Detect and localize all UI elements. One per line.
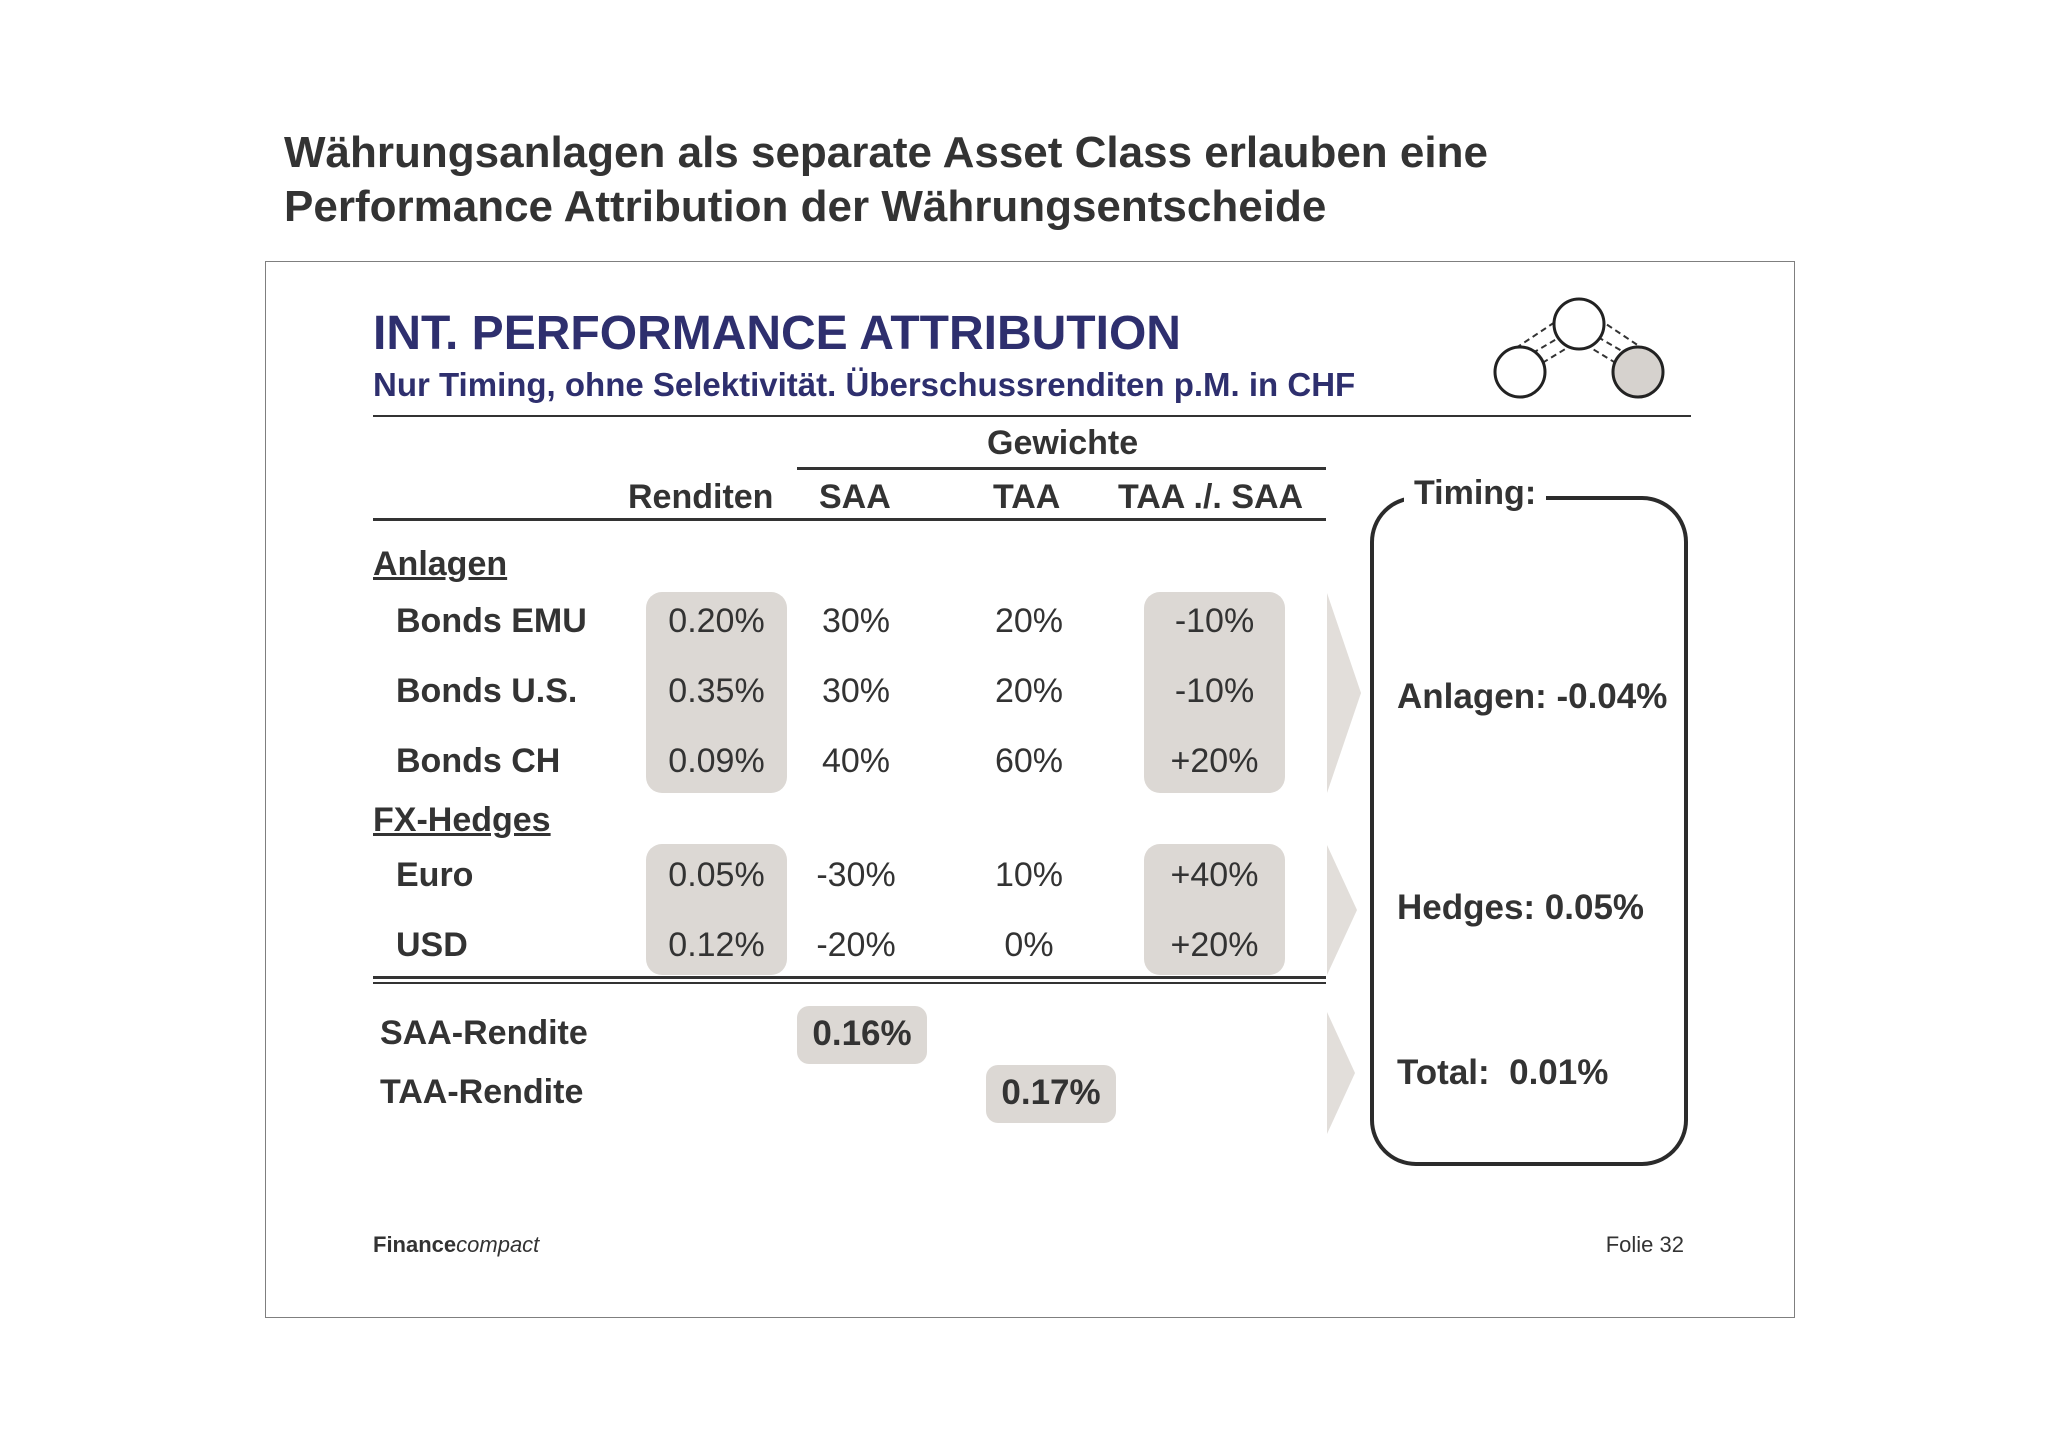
- group-header-rule: [797, 467, 1326, 470]
- cell-saa: 30%: [821, 602, 891, 640]
- cell-rendite: 0.12%: [668, 926, 765, 964]
- timing-hedges: Hedges: 0.05%: [1397, 888, 1645, 927]
- cell-diff: +20%: [1170, 742, 1259, 780]
- title-rule: [373, 415, 1691, 417]
- cell-taa: 10%: [994, 856, 1064, 894]
- header-rule: [373, 518, 1326, 521]
- col-header-taa-minus-saa: TAA ./. SAA: [1118, 478, 1304, 516]
- chevron-right-icon: [1327, 845, 1357, 975]
- cell-saa: 40%: [821, 742, 891, 780]
- shade-diff-hedges: [1144, 844, 1285, 975]
- cell-taa: 20%: [994, 602, 1064, 640]
- footer-page-number: Folie 32: [1605, 1232, 1684, 1257]
- group-header-gewichte: Gewichte: [987, 424, 1139, 462]
- row-label: USD: [396, 926, 468, 964]
- footer-brand: Financecompact: [373, 1232, 539, 1258]
- cell-rendite: 0.05%: [668, 856, 765, 894]
- cell-diff: -10%: [1174, 602, 1255, 640]
- shade-renditen-anlagen: [646, 592, 787, 793]
- cell-rendite: 0.09%: [668, 742, 765, 780]
- row-label: Euro: [396, 856, 474, 894]
- timing-anlagen: Anlagen: -0.04%: [1397, 677, 1668, 716]
- result-label-taa: TAA-Rendite: [380, 1073, 584, 1111]
- page-heading: Währungsanlagen als separate Asset Class…: [284, 126, 1488, 234]
- col-header-taa: TAA: [993, 478, 1061, 516]
- slide-frame: [265, 261, 1795, 1318]
- row-label: Bonds U.S.: [396, 672, 578, 710]
- cell-rendite: 0.20%: [668, 602, 765, 640]
- cell-taa: 0%: [1004, 926, 1054, 964]
- result-value-saa: 0.16%: [812, 1014, 912, 1053]
- page-heading-line1: Währungsanlagen als separate Asset Class…: [284, 128, 1488, 177]
- page-heading-line2: Performance Attribution der Währungsents…: [284, 182, 1327, 231]
- shade-taa-rendite: [986, 1065, 1116, 1123]
- result-value-taa: 0.17%: [1001, 1073, 1101, 1112]
- table-double-rule-top: [373, 976, 1326, 979]
- col-header-renditen: Renditen: [628, 478, 774, 516]
- cell-saa: 30%: [821, 672, 891, 710]
- section-label-fx-hedges: FX-Hedges: [373, 801, 551, 839]
- three-circles-network-icon: [1493, 297, 1665, 399]
- cell-diff: +20%: [1170, 926, 1259, 964]
- row-label: Bonds CH: [396, 742, 561, 780]
- shade-diff-anlagen: [1144, 592, 1285, 793]
- timing-title: Timing:: [1404, 474, 1547, 513]
- section-label-anlagen: Anlagen: [373, 545, 508, 583]
- chevron-right-icon: [1327, 1012, 1355, 1134]
- table-double-rule-bottom: [373, 982, 1326, 984]
- col-header-saa: SAA: [819, 478, 891, 516]
- cell-saa: -30%: [816, 856, 896, 894]
- footer-brand-bold: Finance: [373, 1232, 457, 1257]
- cell-diff: +40%: [1170, 856, 1259, 894]
- shade-renditen-hedges: [646, 844, 787, 975]
- cell-taa: 20%: [994, 672, 1064, 710]
- cell-rendite: 0.35%: [668, 672, 765, 710]
- slide-title: INT. PERFORMANCE ATTRIBUTION: [373, 307, 1181, 360]
- cell-taa: 60%: [994, 742, 1064, 780]
- result-label-saa: SAA-Rendite: [380, 1014, 588, 1052]
- cell-diff: -10%: [1174, 672, 1255, 710]
- footer-brand-italic: compact: [456, 1232, 540, 1257]
- chevron-right-icon: [1327, 593, 1361, 793]
- cell-saa: -20%: [816, 926, 896, 964]
- slide-subtitle: Nur Timing, ohne Selektivität. Überschus…: [373, 366, 1356, 403]
- shade-saa-rendite: [797, 1006, 927, 1064]
- row-label: Bonds EMU: [396, 602, 587, 640]
- timing-total: Total: 0.01%: [1397, 1053, 1609, 1092]
